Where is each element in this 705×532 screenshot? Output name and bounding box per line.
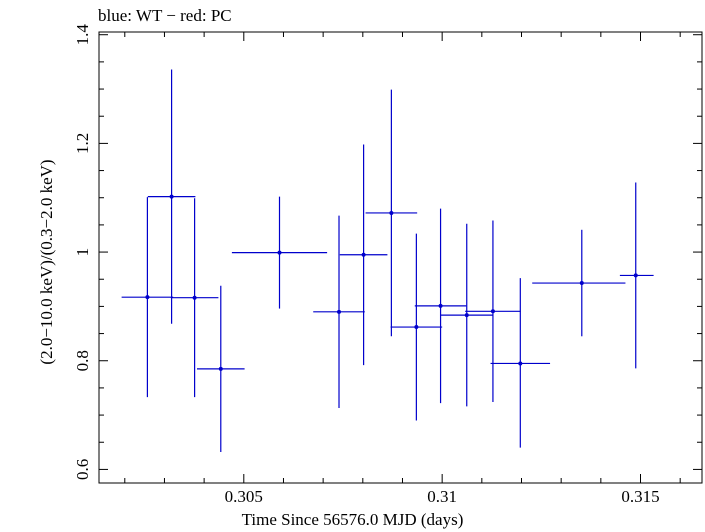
data-point-wt — [365, 89, 418, 337]
data-point-wt — [339, 144, 388, 366]
point-marker — [633, 273, 638, 278]
y-tick-label: 1.4 — [73, 24, 92, 46]
point-marker — [277, 250, 282, 255]
x-tick-label: 0.315 — [621, 487, 659, 506]
point-marker — [192, 295, 197, 300]
point-marker — [518, 361, 523, 366]
data-point-wt — [619, 182, 654, 369]
point-marker — [361, 252, 366, 257]
data-point-wt — [440, 223, 493, 407]
data-point-wt — [414, 208, 467, 404]
data-points — [121, 69, 654, 453]
plot-frame — [98, 31, 703, 484]
data-point-wt — [196, 285, 245, 453]
data-point-wt — [147, 69, 196, 324]
point-marker — [414, 325, 419, 330]
point-marker — [169, 194, 174, 199]
data-point-wt — [465, 220, 521, 403]
data-point-wt — [231, 196, 328, 309]
data-point-wt — [313, 215, 365, 409]
point-marker — [389, 210, 394, 215]
point-marker — [145, 295, 150, 300]
y-tick-label: 1 — [73, 248, 92, 257]
data-point-wt — [170, 198, 219, 398]
point-marker — [337, 309, 342, 314]
x-axis-label: Time Since 56576.0 MJD (days) — [241, 510, 464, 529]
point-marker — [490, 309, 495, 314]
y-axis-label: (2.0−10.0 keV)/(0.3−2.0 keV) — [37, 159, 56, 365]
point-marker — [579, 281, 584, 286]
x-tick-label: 0.305 — [225, 487, 263, 506]
data-point-wt — [490, 278, 551, 448]
data-point-wt — [390, 233, 443, 421]
y-tick-label: 0.8 — [73, 350, 92, 371]
point-marker — [438, 303, 443, 308]
chart-title: blue: WT − red: PC — [98, 6, 232, 25]
axis-ticks: 0.305 0.31 0.315 0.6 0.8 1 1.2 1.4 — [73, 24, 702, 506]
point-marker — [464, 313, 469, 318]
x-tick-label: 0.31 — [427, 487, 457, 506]
y-tick-label: 1.2 — [73, 133, 92, 154]
data-point-wt — [532, 229, 626, 337]
y-tick-label: 0.6 — [73, 459, 92, 480]
point-marker — [218, 366, 223, 371]
data-point-wt — [121, 197, 174, 398]
